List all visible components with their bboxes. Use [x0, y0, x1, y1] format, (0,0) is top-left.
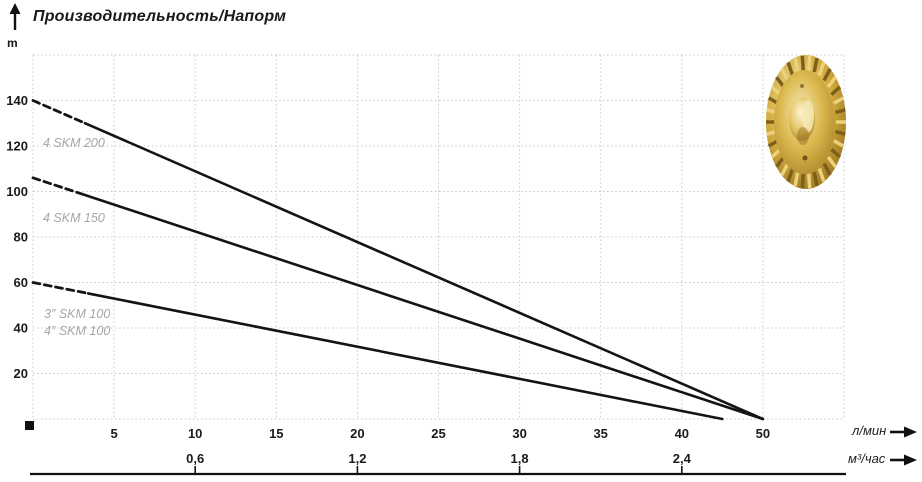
- secondary-tick-label: 0,6: [186, 451, 204, 466]
- x-tick-label: 25: [431, 426, 445, 441]
- x-tick-label: 10: [188, 426, 202, 441]
- curve-dashed-segment: [31, 176, 87, 197]
- curve: [83, 193, 765, 421]
- y-tick-label: 60: [14, 275, 28, 290]
- y-tick-label: 80: [14, 230, 28, 245]
- secondary-tick-label: 2,4: [673, 451, 692, 466]
- x-tick-label: 15: [269, 426, 283, 441]
- x-tick-label: 5: [110, 426, 117, 441]
- series-label: 3″ SKM 100: [44, 307, 110, 321]
- origin-marker: [25, 421, 34, 430]
- x-axis-arrow-icon: [890, 426, 917, 438]
- x-tick-label: 20: [350, 426, 364, 441]
- x-tick-label: 35: [593, 426, 607, 441]
- curve: [86, 292, 724, 421]
- x2-axis-arrow-icon: [890, 454, 917, 466]
- series-label: 4″ SKM 100: [44, 324, 110, 338]
- curve: [83, 121, 765, 421]
- x-tick-label: 40: [675, 426, 689, 441]
- curve-dashed-segment: [31, 281, 90, 295]
- y-tick-label: 120: [6, 139, 28, 154]
- y-tick-label: 20: [14, 366, 28, 381]
- x-axis-unit-m3h: м³/час: [848, 451, 886, 466]
- chart-title: Производительность/Напорм: [33, 8, 287, 25]
- x-tick-label: 50: [756, 426, 770, 441]
- y-tick-label: 40: [14, 321, 28, 336]
- y-tick-label: 100: [6, 184, 28, 199]
- y-axis-unit-label: m: [7, 36, 18, 50]
- y-tick-label: 140: [6, 93, 28, 108]
- secondary-tick-label: 1,8: [511, 451, 529, 466]
- series-label: 4 SKM 150: [43, 211, 105, 225]
- secondary-tick-label: 1,2: [348, 451, 366, 466]
- series-label: 4 SKM 200: [43, 136, 105, 150]
- y-axis-arrow-icon: [9, 3, 21, 30]
- curve-dashed-segment: [31, 99, 87, 125]
- x-axis-unit-lmin: л/мин: [852, 423, 887, 438]
- impeller-image: [766, 55, 846, 189]
- x-tick-label: 30: [512, 426, 526, 441]
